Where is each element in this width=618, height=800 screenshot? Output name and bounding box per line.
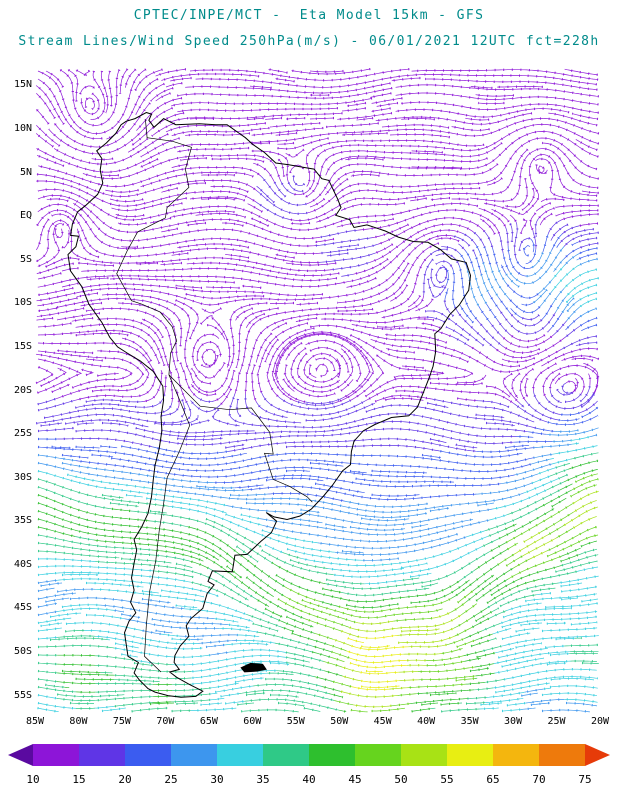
colorbar-left-arrow [8,744,33,766]
colorbar-segment [263,744,309,766]
x-tick-label: 25W [547,716,566,727]
colorbar-segment [171,744,217,766]
y-tick-label: 30S [13,471,32,483]
colorbar [8,744,610,766]
x-tick-label: 85W [25,716,45,727]
colorbar-tick-label: 35 [256,773,270,786]
colorbar-tick-labels: 10 15 20 25 30 35 40 45 50 55 65 70 75 [10,773,608,786]
y-tick-label: 15S [13,340,32,352]
chart-title: CPTEC/INPE/MCT - Eta Model 15km - GFS [133,8,485,23]
y-tick-label: 40S [13,558,32,570]
colorbar-segment [33,744,79,766]
colorbar-tick-label: 50 [394,773,408,786]
colorbar-tick-label: 30 [210,773,224,786]
x-tick-label: 80W [69,716,88,727]
y-tick-label: EQ [19,210,32,222]
colorbar-tick-label: 15 [72,773,86,786]
colorbar-tick-label: 40 [302,773,316,786]
colorbar-segment [493,744,539,766]
y-tick-label: 5N [19,166,32,178]
colorbar-tick-label: 20 [118,773,132,786]
colorbar-right-arrow [585,744,610,766]
coastline [67,111,472,698]
y-tick-label: 10S [13,297,32,309]
y-tick-label: 50S [13,645,32,657]
colorbar-segment [401,744,447,766]
colorbar-tick-label: 55 [440,773,454,786]
colorbar-segment [447,744,493,766]
x-tick-label: 65W [199,716,218,727]
x-tick-label: 35W [460,716,479,727]
x-tick-label: 70W [156,716,175,727]
colorbar-segment [79,744,125,766]
x-tick-label: 40W [417,716,436,727]
x-tick-label: 30W [504,716,523,727]
colorbar-segment [217,744,263,766]
y-tick-label: 10N [13,123,32,134]
streamlines [35,68,600,713]
x-tick-label: 55W [286,716,305,727]
colorbar-segment [309,744,355,766]
x-tick-label: 20W [590,716,610,727]
y-tick-label: 45S [13,602,32,614]
colorbar-tick-label: 65 [486,773,500,786]
y-tick-label: 20S [13,384,32,396]
x-tick-label: 60W [243,716,262,727]
colorbar-segment [355,744,401,766]
y-tick-label: 15N [13,79,32,91]
colorbar-tick-label: 10 [26,773,40,786]
chart-subtitle: Stream Lines/Wind Speed 250hPa(m/s) - 06… [18,34,600,49]
y-tick-label: 55S [13,689,32,701]
colorbar-segment [125,744,171,766]
colorbar-tick-label: 70 [532,773,546,786]
x-tick-label: 75W [112,716,131,727]
streamline-map [35,68,600,713]
colorbar-tick-label: 45 [348,773,362,786]
x-tick-label: 45W [373,716,392,727]
y-tick-label: 5S [19,253,32,265]
y-tick-label: 35S [13,515,32,527]
y-tick-label: 25S [13,428,32,440]
colorbar-segment [539,744,585,766]
colorbar-tick-label: 75 [578,773,592,786]
x-tick-label: 50W [330,716,349,727]
colorbar-tick-label: 25 [164,773,178,786]
